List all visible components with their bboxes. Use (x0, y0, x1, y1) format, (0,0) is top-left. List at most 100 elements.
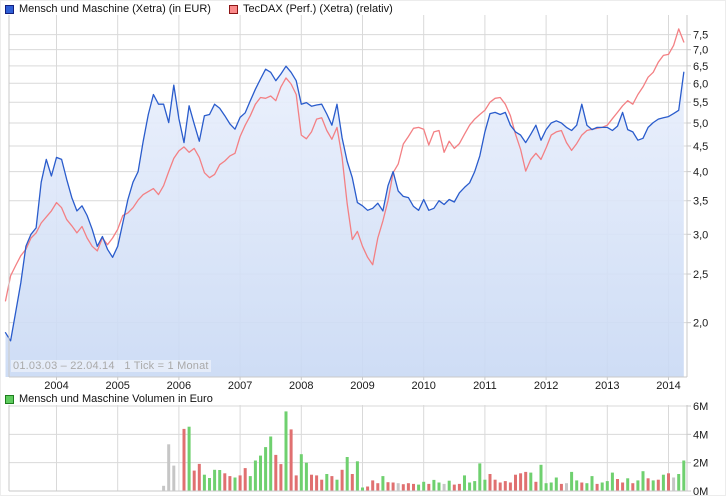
volume-bar (590, 476, 594, 491)
volume-bar (661, 474, 665, 491)
volume-bar (345, 457, 349, 491)
volume-bar (600, 482, 604, 491)
volume-bar (294, 475, 298, 491)
volume-bar (284, 411, 288, 491)
x-axis-year-label: 2011 (473, 380, 497, 392)
volume-bar (514, 474, 517, 491)
volume-bar (682, 460, 686, 491)
volume-bar (605, 481, 609, 491)
volume-bar (585, 483, 589, 491)
volume-bar (279, 464, 283, 491)
volume-bar (208, 478, 211, 491)
volume-bar (677, 474, 681, 491)
volume-bar (233, 477, 237, 491)
legend-label-tecdax: TecDAX (Perf.) (Xetra) (relativ) (243, 3, 393, 15)
volume-bar (228, 476, 232, 491)
y-axis-tick-label: 4,0 (693, 167, 708, 179)
volume-bar (243, 468, 247, 491)
volume-bar (361, 487, 364, 491)
volume-bar (575, 480, 579, 491)
y-axis-tick-label: 4,5 (693, 141, 708, 153)
x-axis-year-label: 2007 (228, 380, 252, 392)
volume-bar (253, 460, 257, 491)
volume-bar (631, 483, 635, 491)
volume-bar (325, 474, 329, 491)
volume-bar (636, 480, 640, 491)
legend-item-tecdax: TecDAX (Perf.) (Xetra) (relativ) (229, 3, 393, 15)
volume-bar (503, 481, 507, 491)
volume-bar (427, 483, 431, 491)
volume-bar (524, 471, 528, 491)
volume-bar (565, 483, 568, 491)
mum-price-area (5, 66, 684, 377)
volume-bar (248, 476, 252, 491)
volume-bar (172, 465, 176, 491)
x-axis-year-label: 2004 (44, 380, 68, 392)
volume-bar (330, 476, 334, 491)
volume-bar (310, 474, 313, 491)
volume-bar (580, 482, 584, 491)
volume-bar (264, 447, 268, 491)
x-axis-year-label: 2008 (289, 380, 313, 392)
y-axis-tick-label: 3,0 (693, 229, 708, 241)
volume-bar (192, 470, 196, 491)
tecdax-line (4, 28, 685, 302)
x-axis-year-label: 2005 (105, 380, 129, 392)
volume-bar (162, 485, 166, 491)
volume-bar (259, 455, 262, 491)
volume-bar (488, 474, 492, 491)
volume-y-tick-label: 0M (693, 486, 708, 496)
x-axis-year-label: 2010 (411, 380, 435, 392)
volume-bar (315, 475, 319, 491)
volume-y-tick-label: 6M (693, 401, 708, 413)
blue-series-swatch-icon (5, 4, 14, 14)
volume-bar (422, 481, 426, 491)
volume-bar (457, 483, 461, 491)
x-axis-year-label: 2013 (595, 380, 619, 392)
volume-bar (167, 444, 171, 492)
volume-bar (437, 482, 441, 491)
volume-bar (610, 472, 614, 491)
mum-price-line (4, 65, 685, 342)
volume-bar (498, 482, 502, 491)
volume-bar (651, 480, 655, 491)
volume-bar (508, 482, 512, 491)
volume-bar (621, 482, 625, 491)
volume-bar (626, 478, 630, 492)
volume-bar (406, 483, 410, 491)
y-axis-tick-label: 5,0 (693, 118, 708, 130)
volume-bar (641, 471, 645, 491)
green-volume-swatch-icon (5, 394, 14, 404)
volume-bar (238, 475, 242, 491)
legend-label-mum-price: Mensch und Maschine (Xetra) (in EUR) (19, 3, 211, 15)
volume-bar (213, 469, 217, 492)
x-axis-year-label: 2014 (656, 380, 680, 392)
volume-y-tick-label: 2M (693, 458, 708, 470)
volume-bar (493, 479, 497, 491)
volume-bar (366, 486, 370, 491)
legend-item-mum-price: Mensch und Maschine (Xetra) (in EUR) (5, 3, 211, 15)
volume-bar (197, 463, 201, 491)
volume-bar (182, 428, 186, 491)
volume-bar (381, 476, 385, 491)
y-axis-tick-label: 5,5 (693, 97, 708, 109)
y-axis-tick-label: 2,5 (693, 269, 708, 281)
volume-bar (335, 479, 339, 491)
volume-bar (646, 478, 650, 492)
y-axis-tick-label: 2,0 (693, 318, 708, 330)
volume-bar (442, 483, 446, 491)
volume-bar (539, 464, 543, 491)
volume-bar (554, 477, 558, 491)
volume-bar (667, 473, 670, 491)
volume-bar (529, 472, 533, 491)
volume-bar (274, 454, 278, 491)
y-axis-tick-label: 7,5 (693, 30, 708, 42)
volume-bar (391, 482, 395, 491)
volume-bar (595, 483, 599, 491)
volume-bar (432, 479, 436, 491)
volume-bar (299, 454, 303, 491)
volume-bar (187, 426, 191, 491)
volume-bar (320, 479, 324, 491)
legend-item-volume: Mensch und Maschine Volumen in Euro (5, 393, 213, 405)
